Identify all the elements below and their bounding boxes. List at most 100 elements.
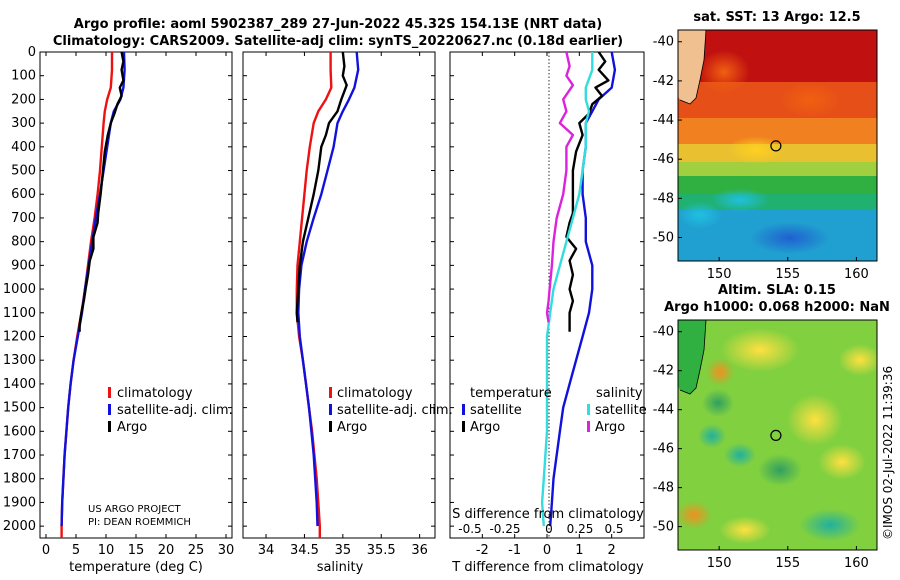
depth-tick-label: 300 [11, 116, 36, 131]
depth-tick-label: 500 [11, 164, 36, 179]
legend-swatch-t-satellite [462, 404, 465, 415]
depth-tick-label: 900 [11, 258, 36, 273]
series-line-satellite-adj-clim- [60, 52, 126, 527]
lat-tick-label: -46 [653, 152, 674, 167]
lat-tick-label: -46 [653, 442, 674, 457]
salinity-tick-labels: 34 34.5 35 35.5 36 [258, 52, 428, 558]
difference-panel: -2 -1 0 1 2 T difference from climatology S … [449, 51, 647, 575]
legend-swatch-climatology [329, 387, 332, 398]
legend-swatch-climatology [108, 387, 111, 398]
sla-map-lon-labels: 150 155 160 [707, 546, 869, 571]
sst-map-title: sat. SST: 13 Argo: 12.5 [693, 10, 860, 25]
depth-tick-label: 1900 [3, 495, 36, 510]
legend-label-climatology: climatology [337, 386, 413, 401]
depth-tick-label: 1000 [3, 282, 36, 297]
legend-label-satellite-adj: satellite-adj. clim. [337, 403, 453, 418]
series-line-s-argo [545, 52, 575, 323]
x-tick-label: 36 [411, 543, 428, 558]
lat-tick-label: -44 [653, 403, 674, 418]
series-line-t-satellite [549, 52, 617, 527]
depth-tick-label: 0 [28, 45, 36, 60]
lon-tick-label: 150 [707, 267, 732, 282]
x-tick-label: 5 [72, 543, 80, 558]
temperature-panel: 0100200300400500600700800900100011001200… [3, 45, 644, 575]
x-tick-label: 1 [575, 543, 583, 558]
depth-tick-label: 1200 [3, 329, 36, 344]
difference-axes-box [449, 51, 645, 539]
legend-label-t-satellite: satellite [470, 403, 522, 418]
x-tick-label: -1 [508, 543, 521, 558]
depth-tick-label: 200 [11, 92, 36, 107]
depth-tick-label: 400 [11, 140, 36, 155]
series-line-t-argo [565, 52, 610, 332]
legend-label-argo: Argo [337, 420, 367, 435]
temperature-axes-box [39, 51, 233, 539]
legend-label-t-argo: Argo [470, 420, 500, 435]
depth-tick-label: 800 [11, 235, 36, 250]
legend-swatch-s-argo [587, 421, 590, 432]
salinity-panel: 34 34.5 35 35.5 36 salinity climatology sate… [242, 51, 453, 575]
x-tick-label: 20 [158, 543, 175, 558]
x-tick-label: 35.5 [367, 543, 396, 558]
x-tick-label: 34 [258, 543, 275, 558]
lat-tick-label: -42 [653, 74, 674, 89]
x-tick-label: 35 [335, 543, 352, 558]
depth-tick-label: 1100 [3, 306, 36, 321]
difference-legend: temperature salinity satellite Argo sate… [462, 386, 647, 435]
difference-top-label: S difference from climatology [452, 507, 644, 522]
depth-tick-label: 1500 [3, 401, 36, 416]
salinity-series [295, 52, 360, 538]
legend-label-s-argo: Argo [595, 420, 625, 435]
depth-tick-label: 1800 [3, 472, 36, 487]
top-tick-label: 0 [545, 522, 553, 536]
legend-swatch-satellite-adj [108, 404, 111, 415]
x-tick-label: 34.5 [290, 543, 319, 558]
lat-tick-label: -48 [653, 191, 674, 206]
imos-watermark: ©IMOS 02-Jul-2022 11:39:36 [881, 366, 895, 540]
difference-tick-labels: -2 -1 0 1 2 [476, 52, 616, 558]
difference-series [540, 52, 617, 527]
top-tick-label: -0.25 [489, 522, 520, 536]
difference-xlabel: T difference from climatology [451, 560, 644, 575]
salinity-xlabel: salinity [317, 560, 364, 575]
x-tick-label: 15 [128, 543, 145, 558]
sla-map-field [678, 320, 877, 550]
depth-tick-label: 1700 [3, 448, 36, 463]
depth-tick-label: 2000 [3, 519, 36, 534]
salinity-legend: climatology satellite-adj. clim. Argo [329, 386, 453, 435]
sst-map-lat-labels: -40 -42 -44 -46 -48 -50 [653, 35, 682, 246]
legend-label-satellite-adj: satellite-adj. clim. [117, 403, 233, 418]
lon-tick-label: 160 [844, 556, 869, 571]
sla-map-title-line1: Altim. SLA: 0.15 [718, 283, 836, 298]
sla-map-title-line2: Argo h1000: 0.068 h2000: NaN [664, 300, 890, 315]
sla-profile-marker [770, 429, 782, 441]
top-tick-label: 0.5 [604, 522, 623, 536]
sst-map-panel: sat. SST: 13 Argo: 12.5 -40-42-44-46-48-… [653, 10, 878, 282]
depth-tick-label: 1300 [3, 353, 36, 368]
temperature-xlabel: temperature (deg C) [69, 560, 203, 575]
temperature-series [60, 52, 126, 538]
sst-profile-marker [770, 140, 782, 152]
x-tick-label: 10 [98, 543, 115, 558]
sla-map-frame [677, 319, 878, 551]
legend-heading-temperature: temperature [470, 386, 552, 401]
x-tick-label: -2 [476, 543, 489, 558]
depth-tick-label: 1400 [3, 377, 36, 392]
top-tick-label: -0.5 [458, 522, 481, 536]
sla-map-panel: Altim. SLA: 0.15 Argo h1000: 0.068 h2000… [653, 283, 890, 571]
lon-tick-label: 155 [775, 267, 800, 282]
depth-tick-labels: 0 100 200 300 400 500 600 700 800 900 1000 1100 1200… [3, 45, 644, 534]
salinity-axes-box [242, 51, 436, 539]
figure-title-line2: Climatology: CARS2009. Satellite-adj cli… [53, 34, 623, 49]
x-tick-label: 30 [218, 543, 235, 558]
project-annotation-line1: US ARGO PROJECT [88, 504, 182, 515]
series-line-argo [78, 52, 125, 332]
temperature-tick-labels: 0 5 10 15 20 25 30 [42, 52, 234, 558]
legend-swatch-satellite-adj [329, 404, 332, 415]
series-line-argo [295, 52, 348, 323]
depth-tick-label: 1600 [3, 424, 36, 439]
sla-map-lat-labels: -40 -42 -44 -46 -48 -50 [653, 325, 682, 535]
series-line-satellite-adj-clim- [297, 52, 360, 527]
figure-title-line1: Argo profile: aoml 5902387_289 27-Jun-20… [74, 17, 602, 32]
